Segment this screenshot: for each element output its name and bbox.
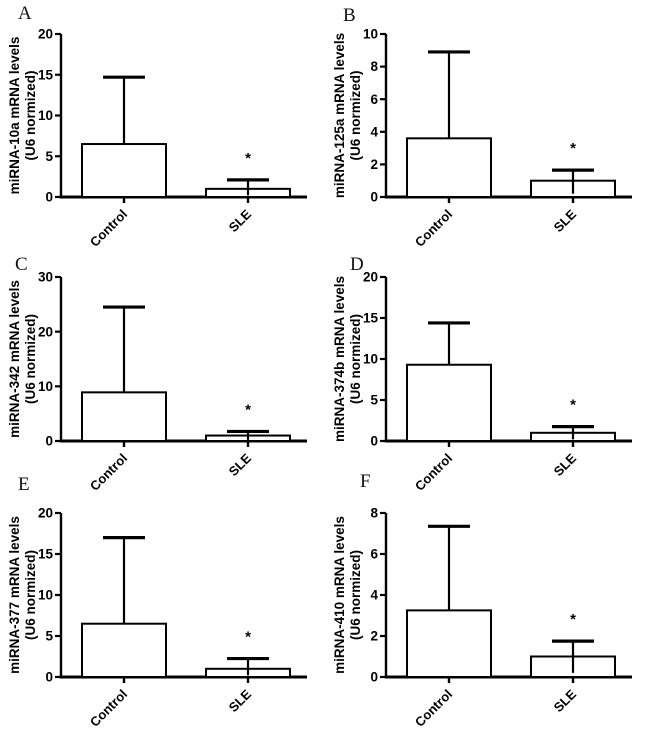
panel-f-bar-control [406, 609, 492, 678]
panel-a-y-axis-label-line2: (U6 normized) [23, 70, 38, 160]
panel-f-y-axis-label-line1: miRNA-410 mRNA levels [332, 516, 347, 674]
panel-a-y-tick-label: 5 [45, 149, 53, 164]
panel-b-x-label-control: Control [412, 207, 455, 250]
panel-e-bar-control [81, 622, 167, 679]
panel-a-y-tick-label: 10 [38, 108, 53, 123]
panel-d-significance-star: * [570, 397, 576, 414]
panel-e-y-tick-label: 5 [45, 629, 53, 644]
panel-c-letter: C [15, 254, 28, 275]
panel-d-y-tick-label: 15 [363, 311, 379, 326]
panel-b-y-tick-label: 10 [363, 27, 378, 42]
panel-b: B 0 2 4 6 8 10 miRNA-125a mRNA levels (U6 normiz… [332, 5, 632, 250]
panel-a-x-label-sle: SLE [226, 206, 255, 235]
panel-f-significance-star: * [570, 611, 576, 628]
panel-d-bar-control [406, 363, 492, 442]
panel-a-y-tick-label: 15 [38, 67, 54, 82]
panel-d-y-tick-label: 20 [363, 270, 378, 285]
panel-b-y-tick-label: 4 [370, 124, 378, 139]
panel-e-letter: E [18, 474, 30, 495]
panel-d-y-tick-label: 0 [370, 434, 378, 449]
panel-e-y-tick-label: 10 [38, 588, 53, 603]
panel-e-x-label-control: Control [87, 687, 130, 730]
panel-b-y-tick-label: 0 [370, 190, 378, 205]
panel-a-significance-star: * [245, 150, 251, 167]
panel-e-y-tick-label: 20 [38, 506, 53, 521]
panel-c: C 0 10 20 30 miRNA-342 mRNA levels (U6 normize… [7, 254, 307, 494]
panel-a-y-tick-label: 20 [38, 27, 53, 42]
panel-f-y-tick-label: 0 [370, 670, 378, 685]
panel-f-y-axis-label-line2: (U6 normized) [348, 550, 363, 640]
panel-c-y-tick-label: 0 [45, 434, 53, 449]
panel-b-y-tick-label: 8 [370, 59, 378, 74]
panel-a-y-axis-label-line1: miRNA-10a mRNA levels [7, 37, 22, 195]
panel-e-y-axis-label-line1: miRNA-377 mRNA levels [7, 516, 22, 674]
panel-d: D 0 5 10 15 20 miRNA-374b mRNA levels (U6 normi… [332, 254, 632, 494]
panel-f-y-tick-label: 8 [370, 506, 378, 521]
panel-a: A 0 5 10 15 20 miRNA-10a mRNA levels (U6 normiz… [7, 3, 307, 250]
panel-a-bar-control [81, 143, 167, 198]
panel-d-y-tick-label: 5 [370, 393, 378, 408]
panel-f: F 0 2 4 6 8 miRNA-410 mRNA levels (U6 normized)… [332, 471, 632, 730]
panel-e: E 0 5 10 15 20 miRNA-377 mRNA levels (U6 normiz… [7, 474, 307, 730]
panel-a-x-label-control: Control [87, 207, 130, 250]
panel-e-y-tick-label: 15 [38, 547, 54, 562]
panel-c-y-tick-label: 30 [38, 270, 53, 285]
panel-f-x-label-sle: SLE [551, 686, 580, 715]
panel-c-x-label-control: Control [87, 451, 130, 494]
panel-b-letter: B [343, 5, 356, 26]
panel-b-x-label-sle: SLE [551, 206, 580, 235]
panel-f-y-tick-label: 4 [370, 588, 378, 603]
panel-e-y-tick-label: 0 [45, 670, 53, 685]
panel-d-x-label-control: Control [412, 451, 455, 494]
panel-b-bar-control [406, 137, 492, 199]
panel-d-y-axis-label-line2: (U6 normized) [348, 314, 363, 404]
panel-d-y-axis-label-line1: miRNA-374b mRNA levels [332, 276, 347, 442]
panel-c-bar-control [81, 391, 167, 443]
panel-c-y-axis-label-line1: miRNA-342 mRNA levels [7, 280, 22, 438]
panel-f-y-tick-label: 6 [370, 547, 378, 562]
panel-f-x-label-control: Control [412, 687, 455, 730]
panel-b-y-axis-label-line1: miRNA-125a mRNA levels [332, 33, 347, 198]
panel-b-significance-star: * [570, 140, 576, 157]
panel-f-y-tick-label: 2 [370, 629, 378, 644]
panel-b-y-tick-label: 2 [370, 157, 378, 172]
panel-c-x-label-sle: SLE [226, 450, 255, 479]
panel-c-y-axis-label-line2: (U6 normized) [23, 314, 38, 404]
panel-c-significance-star: * [245, 401, 251, 418]
panel-f-letter: F [360, 471, 371, 492]
panel-a-y-tick-label: 0 [45, 190, 53, 205]
panel-e-y-axis-label-line2: (U6 normized) [23, 550, 38, 640]
panel-e-significance-star: * [245, 629, 251, 646]
panel-b-y-tick-label: 6 [370, 92, 378, 107]
panel-d-x-label-sle: SLE [551, 450, 580, 479]
panel-a-letter: A [18, 3, 32, 24]
panel-b-y-axis-label-line2: (U6 normized) [348, 70, 363, 160]
panel-e-x-label-sle: SLE [226, 686, 255, 715]
panel-d-y-tick-label: 10 [363, 352, 378, 367]
panel-c-y-tick-label: 20 [38, 324, 53, 339]
panel-c-y-tick-label: 10 [38, 379, 53, 394]
panel-d-letter: D [350, 254, 364, 275]
